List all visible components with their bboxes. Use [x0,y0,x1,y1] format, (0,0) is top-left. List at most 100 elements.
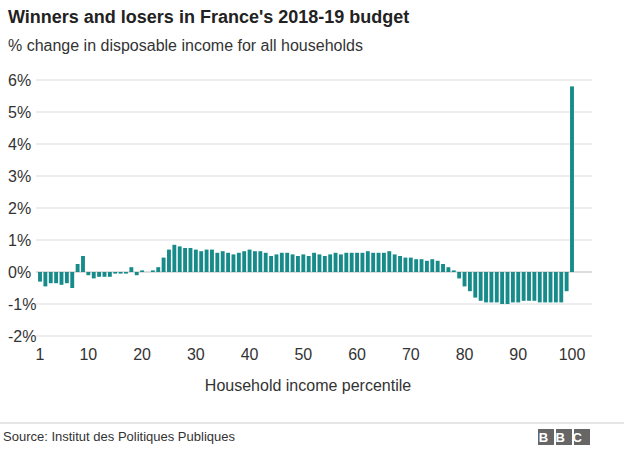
bar [473,272,477,298]
bar [237,253,241,272]
bar [549,272,553,302]
bar [65,272,69,283]
title: Winners and losers in France's 2018-19 b… [8,7,409,27]
bar [92,272,96,278]
x-tick-label: 50 [294,346,312,363]
bar [189,248,193,272]
bar [242,251,246,272]
bar [156,267,160,272]
bar [135,272,139,275]
bar [124,272,128,274]
bar [226,253,230,272]
x-tick-label: 10 [79,346,97,363]
bar [205,250,209,272]
bar [38,272,42,282]
bar [339,254,343,272]
y-tick-label: 2% [8,200,31,217]
bar [538,272,542,302]
grid-line [36,336,592,337]
y-tick-label: 4% [8,136,31,153]
bar [81,256,85,272]
bar [334,253,338,272]
bar [285,253,289,272]
x-axis-label: Household income percentile [205,377,411,394]
y-tick-label: 0% [8,264,31,281]
bar [86,272,90,275]
bar [441,264,445,272]
bars [38,86,574,304]
bar [522,272,526,301]
bar [296,256,300,272]
bar [323,256,327,272]
logo: BBC [538,429,590,445]
y-tick-label: 6% [8,72,31,89]
subtitle: % change in disposable income for all ho… [8,37,363,54]
bar [570,86,574,272]
bar [60,272,64,285]
bar [194,250,198,272]
bar [543,272,547,302]
bar [113,272,117,274]
bar [199,251,203,272]
bar [280,253,284,272]
bar [500,272,504,304]
bar [49,272,53,283]
bar [146,272,150,273]
bar [403,258,407,272]
bar [393,254,397,272]
bar [97,272,101,277]
bar [140,270,144,272]
bar [291,254,295,272]
bar [360,253,364,272]
bar [183,248,187,272]
bar [162,258,166,272]
x-tick-label: 40 [241,346,259,363]
bar [484,272,488,302]
bar [425,261,429,272]
bar [76,264,80,272]
bar [172,245,176,272]
bar [210,250,214,272]
bar [398,256,402,272]
logo-text: BBC [539,430,590,445]
bar [275,254,279,272]
bar [328,254,332,272]
bar [151,270,155,272]
bar [436,261,440,272]
bar [355,253,359,272]
bar [129,267,133,272]
bar [446,267,450,272]
bar [221,251,225,272]
bar [366,251,370,272]
bar [232,254,236,272]
bar [420,259,424,272]
bar [371,253,375,272]
chart: Winners and losers in France's 2018-19 b… [0,0,624,474]
bar [253,251,257,272]
bar [269,256,273,272]
x-tick-label: 100 [559,346,586,363]
y-tick-label: -1% [8,296,36,313]
bar [554,272,558,302]
bar [301,254,305,272]
bar [43,272,47,286]
bar [382,253,386,272]
bar [317,254,321,272]
x-tick-label: 20 [133,346,151,363]
bar [119,272,123,274]
y-tick-label: 5% [8,104,31,121]
bar [54,272,58,283]
grid-line [36,208,592,209]
x-tick-label: 1 [36,346,45,363]
source: Source: Institut des Politiques Publique… [3,429,235,444]
bar [387,251,391,272]
bar [463,272,467,286]
bar [430,259,434,272]
bar [264,253,268,272]
bar [511,272,515,302]
footer-rule [0,423,624,424]
bar [452,270,456,272]
bar [527,272,531,301]
bar [479,272,483,301]
bar [258,251,262,272]
